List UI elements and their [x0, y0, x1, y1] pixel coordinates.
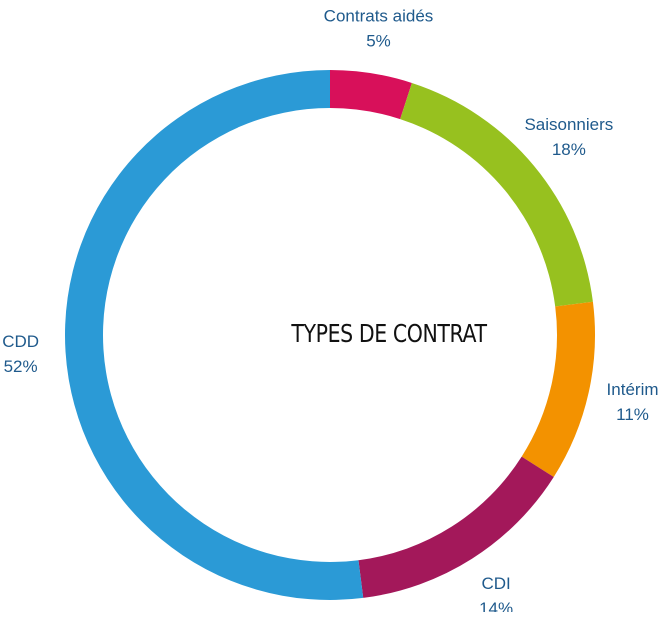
segment-value: 18%	[552, 140, 586, 159]
segment-value: 5%	[366, 31, 391, 50]
segment-label: Contrats aidés	[324, 6, 434, 25]
donut-segment	[521, 301, 595, 477]
donut-segment	[358, 456, 554, 598]
segment-value: 14%	[479, 599, 513, 612]
segment-value: 11%	[616, 405, 649, 424]
chart-title: TYPES DE CONTRAT	[291, 320, 488, 348]
segment-label: Saisonniers	[524, 115, 613, 134]
donut-segment	[330, 70, 412, 120]
donut-segment	[65, 70, 364, 600]
segment-value: 52%	[4, 357, 38, 376]
segment-label: CDD	[2, 332, 39, 351]
segment-label: Intérim	[607, 380, 659, 399]
donut-segment	[400, 82, 593, 307]
segment-label: CDI	[481, 574, 510, 593]
